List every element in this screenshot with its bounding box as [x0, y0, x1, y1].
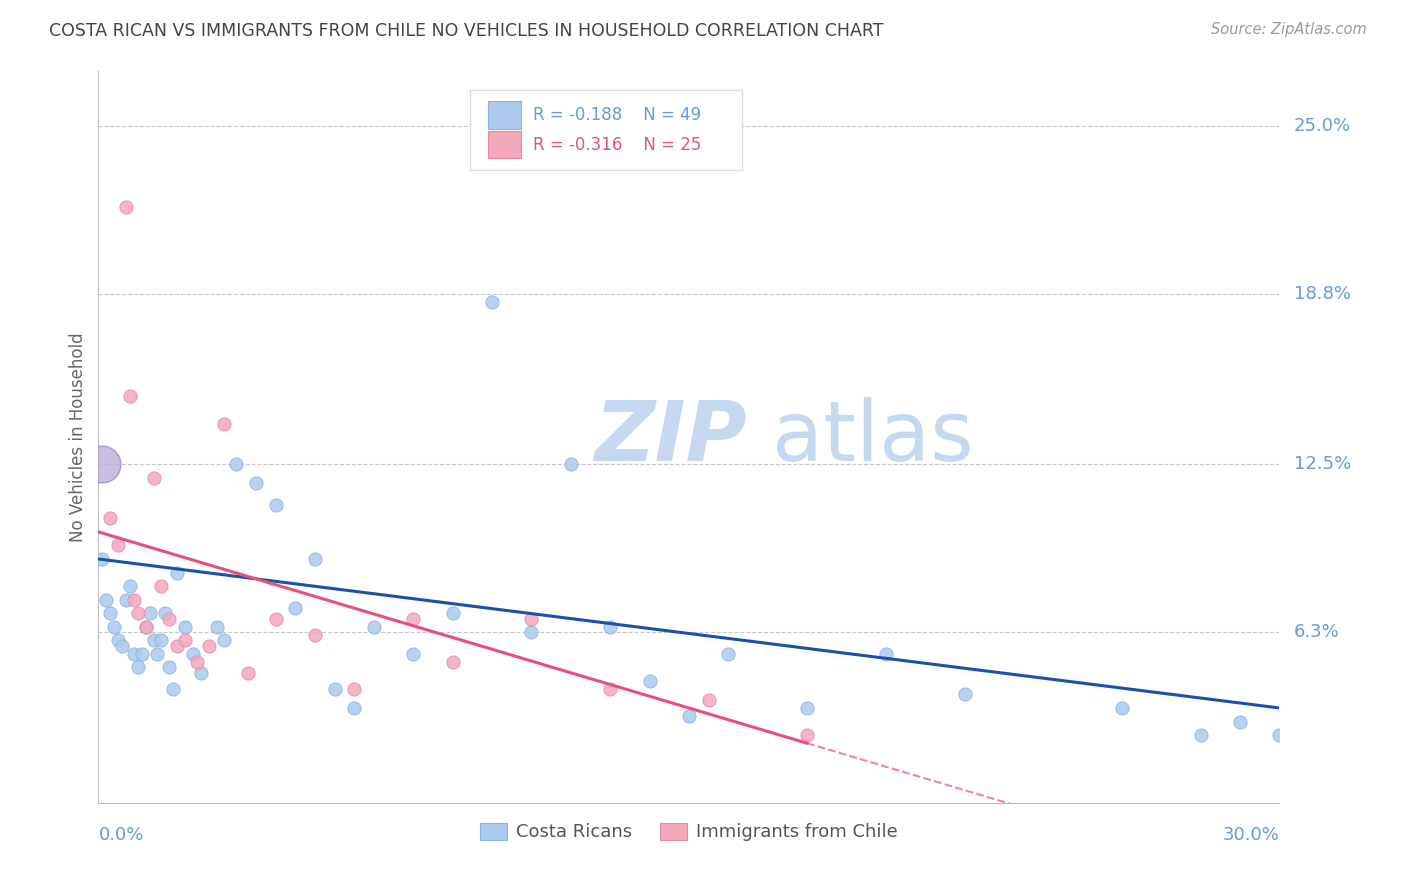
- Point: [520, 611, 543, 625]
- Point: [953, 688, 976, 702]
- Point: [91, 457, 114, 471]
- Point: [520, 625, 543, 640]
- Text: R = -0.316    N = 25: R = -0.316 N = 25: [533, 136, 702, 153]
- Point: [155, 606, 177, 620]
- Point: [190, 665, 212, 680]
- Point: [107, 538, 129, 552]
- Point: [115, 200, 138, 214]
- Point: [1111, 701, 1133, 715]
- Text: ZIP: ZIP: [595, 397, 747, 477]
- Point: [127, 660, 149, 674]
- Point: [441, 655, 464, 669]
- Text: 0.0%: 0.0%: [98, 826, 143, 844]
- Text: 25.0%: 25.0%: [1294, 117, 1351, 135]
- Point: [560, 457, 582, 471]
- Point: [186, 655, 208, 669]
- Point: [135, 620, 157, 634]
- Point: [343, 701, 366, 715]
- Point: [323, 681, 346, 696]
- FancyBboxPatch shape: [488, 102, 522, 129]
- Point: [245, 476, 267, 491]
- Point: [875, 647, 897, 661]
- Point: [304, 552, 326, 566]
- Text: atlas: atlas: [772, 397, 973, 477]
- Point: [214, 417, 236, 431]
- Text: Source: ZipAtlas.com: Source: ZipAtlas.com: [1211, 22, 1367, 37]
- Text: 18.8%: 18.8%: [1294, 285, 1351, 302]
- Point: [150, 579, 173, 593]
- Point: [103, 620, 125, 634]
- Point: [122, 592, 145, 607]
- Point: [142, 633, 165, 648]
- Point: [441, 606, 464, 620]
- Point: [150, 633, 173, 648]
- Point: [166, 639, 188, 653]
- Point: [796, 728, 818, 742]
- Legend: Costa Ricans, Immigrants from Chile: Costa Ricans, Immigrants from Chile: [474, 815, 904, 848]
- Point: [142, 471, 165, 485]
- Point: [174, 620, 197, 634]
- Point: [481, 294, 503, 309]
- Point: [98, 606, 121, 620]
- Point: [111, 639, 134, 653]
- Point: [343, 681, 366, 696]
- Point: [1229, 714, 1251, 729]
- Point: [638, 673, 661, 688]
- Point: [197, 639, 219, 653]
- Point: [135, 620, 157, 634]
- Point: [162, 681, 184, 696]
- Text: 12.5%: 12.5%: [1294, 455, 1351, 473]
- Point: [157, 611, 180, 625]
- Point: [1268, 728, 1291, 742]
- Point: [122, 647, 145, 661]
- Point: [363, 620, 385, 634]
- Point: [225, 457, 247, 471]
- Text: 6.3%: 6.3%: [1294, 624, 1340, 641]
- Point: [236, 665, 259, 680]
- Point: [304, 628, 326, 642]
- Point: [697, 693, 720, 707]
- Point: [174, 633, 197, 648]
- Point: [138, 606, 160, 620]
- Point: [181, 647, 204, 661]
- Point: [91, 552, 114, 566]
- Text: 30.0%: 30.0%: [1223, 826, 1279, 844]
- Point: [127, 606, 149, 620]
- Point: [402, 647, 425, 661]
- Point: [264, 498, 287, 512]
- Point: [118, 579, 141, 593]
- Point: [402, 611, 425, 625]
- Point: [1189, 728, 1212, 742]
- Text: COSTA RICAN VS IMMIGRANTS FROM CHILE NO VEHICLES IN HOUSEHOLD CORRELATION CHART: COSTA RICAN VS IMMIGRANTS FROM CHILE NO …: [49, 22, 884, 40]
- Point: [98, 511, 121, 525]
- Point: [146, 647, 169, 661]
- Point: [599, 681, 621, 696]
- Point: [205, 620, 228, 634]
- Y-axis label: No Vehicles in Household: No Vehicles in Household: [69, 332, 87, 542]
- Point: [118, 389, 141, 403]
- Point: [264, 611, 287, 625]
- Point: [796, 701, 818, 715]
- FancyBboxPatch shape: [488, 130, 522, 159]
- Point: [96, 592, 118, 607]
- Point: [678, 709, 700, 723]
- Point: [214, 633, 236, 648]
- Point: [107, 633, 129, 648]
- Point: [157, 660, 180, 674]
- FancyBboxPatch shape: [471, 90, 742, 170]
- Point: [131, 647, 153, 661]
- Point: [717, 647, 740, 661]
- Point: [599, 620, 621, 634]
- Text: R = -0.188    N = 49: R = -0.188 N = 49: [533, 106, 702, 124]
- Point: [284, 600, 307, 615]
- Point: [115, 592, 138, 607]
- Point: [166, 566, 188, 580]
